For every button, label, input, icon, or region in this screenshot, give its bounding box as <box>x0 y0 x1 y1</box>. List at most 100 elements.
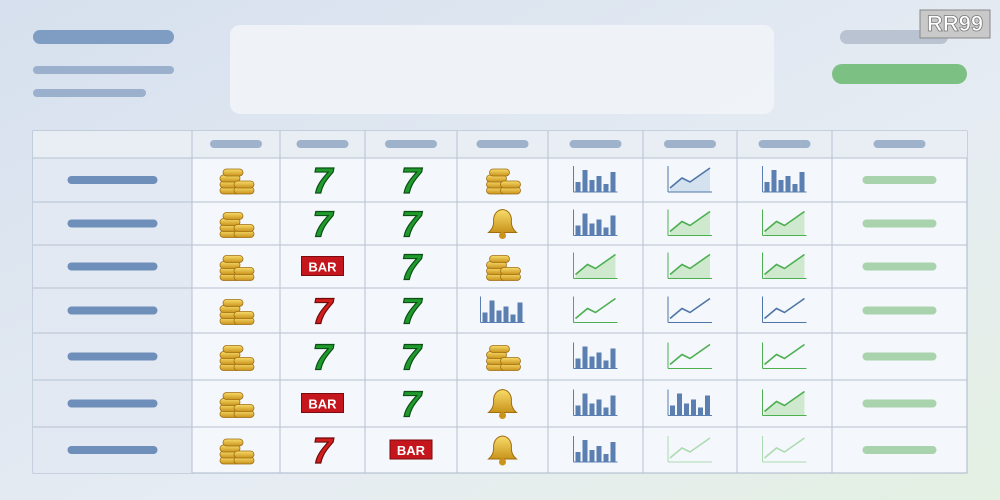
bar-chart-bar <box>610 442 616 462</box>
bell-icon <box>487 388 518 413</box>
status-placeholder <box>862 446 937 454</box>
bar-chart-bar <box>582 440 588 462</box>
coin <box>222 168 244 177</box>
search-panel[interactable] <box>230 25 774 114</box>
seven-symbol: 7 <box>401 337 423 378</box>
bar-chart-bar <box>785 176 791 192</box>
label-column <box>33 158 192 473</box>
seven-symbol: 7 <box>401 384 423 425</box>
bar-chart-bar <box>582 170 588 192</box>
coin <box>233 404 255 412</box>
bar-chart-bar <box>596 352 602 369</box>
bell-icon <box>487 208 518 233</box>
action-button[interactable] <box>832 64 967 84</box>
line-chart-line <box>669 167 711 189</box>
line-chart-area <box>764 211 805 236</box>
line-chart-line <box>669 343 711 366</box>
header-placeholder <box>664 140 716 148</box>
header-placeholder <box>296 140 349 148</box>
bar-chart-bar <box>596 446 602 462</box>
coin <box>222 392 244 400</box>
seven-symbol: 7 <box>312 430 334 471</box>
bell-clapper <box>499 232 506 239</box>
line-chart-area <box>764 254 805 279</box>
status-placeholder <box>862 306 937 315</box>
bar-symbol-bg <box>301 256 344 276</box>
coin <box>500 357 521 365</box>
status-placeholder <box>862 219 937 228</box>
row-label-placeholder <box>67 399 158 408</box>
bell-clapper <box>499 412 506 419</box>
status-placeholder <box>862 176 937 184</box>
coin <box>222 345 244 353</box>
placeholder-bar <box>33 30 174 44</box>
bar-symbol: BAR <box>308 397 337 412</box>
status-placeholder <box>862 262 937 271</box>
bar-chart-bar <box>610 172 616 192</box>
placeholder-bar <box>33 89 146 97</box>
bar-chart-bar <box>792 184 798 192</box>
coin <box>489 255 510 263</box>
coin <box>500 267 521 275</box>
bar-chart-bar <box>575 358 581 369</box>
bar-chart-bar <box>589 356 595 369</box>
placeholder-bar <box>33 66 174 74</box>
bar-chart-bar <box>705 395 710 416</box>
bar-chart-bar <box>764 182 770 192</box>
bar-chart-bar <box>698 407 703 416</box>
coin <box>233 450 255 459</box>
line-chart-area <box>575 254 616 279</box>
logo-box <box>919 9 991 39</box>
bar-chart-bar <box>603 407 609 416</box>
bar-chart-bar <box>691 399 696 416</box>
row-label-placeholder <box>67 219 158 228</box>
bar-chart-bar <box>603 360 609 369</box>
bar-chart-bar <box>589 403 595 416</box>
bar-chart-bar <box>582 346 588 369</box>
line-chart-line <box>669 437 711 459</box>
bar-chart-bar <box>610 215 616 236</box>
row-label-placeholder <box>67 306 158 315</box>
status-placeholder <box>862 399 937 408</box>
bar-chart-bar <box>575 452 581 462</box>
bar-chart-bar <box>582 393 588 416</box>
bell-clapper <box>499 458 506 466</box>
line-chart-area <box>670 211 710 236</box>
row-label-placeholder <box>67 352 158 361</box>
line-chart-line <box>574 253 616 276</box>
line-chart-line <box>763 210 805 233</box>
bell-icon <box>487 435 518 460</box>
bar-chart-bar <box>510 314 516 323</box>
line-chart-line <box>669 253 711 276</box>
bar-symbol-bg <box>301 393 344 413</box>
bar-chart-bar <box>610 395 616 416</box>
bar-chart-bar <box>482 312 488 323</box>
seven-symbol: 7 <box>312 204 334 245</box>
coin <box>233 180 255 189</box>
bar-chart-bar <box>503 306 509 323</box>
line-chart-area <box>764 391 805 416</box>
bar-chart-bar <box>589 223 595 236</box>
seven-symbol: 7 <box>312 160 334 201</box>
coin <box>233 357 255 365</box>
row-label-placeholder <box>67 446 158 454</box>
bar-chart-bar <box>778 180 784 192</box>
coin <box>222 255 244 263</box>
seven-symbol: 7 <box>312 291 334 332</box>
coin <box>233 311 255 319</box>
bar-chart-bar <box>603 454 609 462</box>
bar-chart-bar <box>771 170 777 192</box>
row-label-placeholder <box>67 176 158 184</box>
bar-chart-bar <box>799 172 805 192</box>
coin <box>222 438 244 447</box>
coin <box>222 212 244 220</box>
coin <box>233 267 255 275</box>
line-chart-line <box>669 210 711 233</box>
line-chart-line <box>574 297 616 320</box>
seven-symbol: 7 <box>401 291 423 332</box>
bar-chart-bar <box>677 393 682 416</box>
bar-chart-bar <box>670 405 675 416</box>
bar-chart-bar <box>575 182 581 192</box>
